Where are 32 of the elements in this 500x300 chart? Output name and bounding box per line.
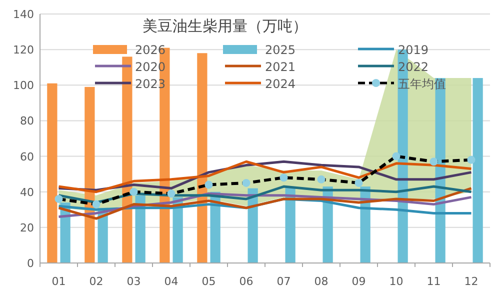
- chart-title: 美豆油生柴用量（万吨）: [142, 17, 308, 35]
- y-tick-label: 140: [13, 8, 34, 21]
- bar: [472, 78, 483, 263]
- y-tick-label: 120: [13, 44, 34, 57]
- x-tick-label: 09: [352, 275, 366, 288]
- x-tick-label: 11: [426, 275, 441, 288]
- line-series: [58, 187, 472, 220]
- x-tick-label: 07: [276, 275, 291, 288]
- x-tick-label: 10: [389, 275, 404, 288]
- x-tick-label: 06: [239, 275, 254, 288]
- legend-label: 2019: [398, 43, 429, 57]
- legend-label: 2021: [265, 60, 296, 74]
- bar: [197, 53, 208, 263]
- y-tick-label: 20: [20, 221, 34, 234]
- x-tick-label: 02: [89, 275, 104, 288]
- y-tick-label: 40: [20, 186, 34, 199]
- bar: [135, 195, 146, 263]
- y-tick-label: 100: [13, 79, 34, 92]
- x-tick-label: 12: [464, 275, 478, 288]
- legend-label: 2025: [265, 43, 296, 57]
- x-tick-label: 04: [164, 275, 178, 288]
- x-tick-label: 08: [314, 275, 328, 288]
- y-tick-label: 0: [27, 257, 34, 270]
- x-tick-label: 01: [52, 275, 66, 288]
- x-tick-label: 05: [202, 275, 216, 288]
- bar: [84, 86, 95, 263]
- x-tick-label: 03: [126, 275, 141, 288]
- bar: [47, 83, 58, 263]
- legend-label: 2024: [265, 77, 296, 91]
- bar: [122, 56, 132, 263]
- y-tick-label: 60: [20, 150, 34, 164]
- y-tick-label: 80: [20, 114, 34, 128]
